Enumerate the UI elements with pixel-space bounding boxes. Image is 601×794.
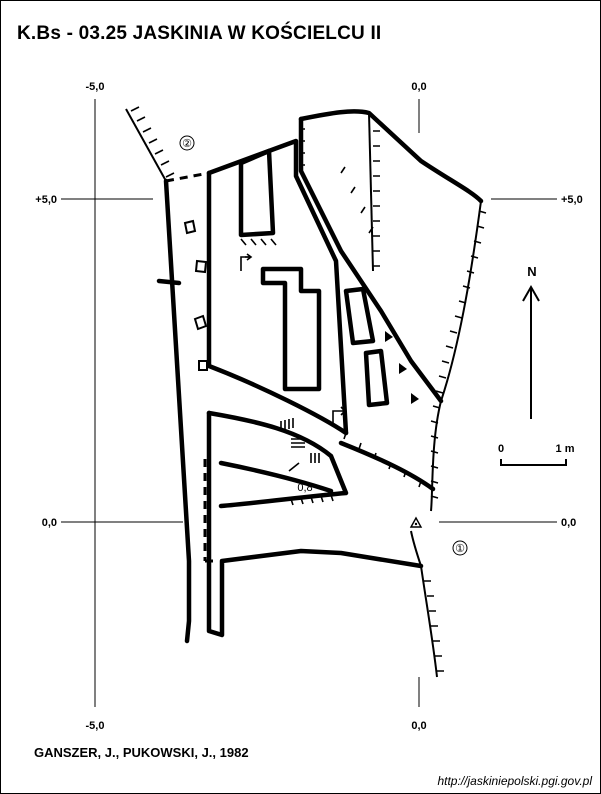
scale-zero-label: 0: [498, 443, 504, 455]
triangle-marker: [399, 363, 407, 374]
north-arrow: [522, 284, 540, 419]
pillar-block: [260, 266, 322, 392]
grid-label-y-upper-right: +5,0: [561, 194, 583, 206]
grid-label-x-right-top: 0,0: [411, 81, 426, 93]
depth-note: 0,8: [297, 482, 312, 494]
entrance-2-dashed: [165, 171, 210, 183]
entrance-1-circle: [452, 540, 468, 556]
survey-grid: [61, 99, 557, 707]
grid-label-x-left-top: -5,0: [86, 81, 105, 93]
grid-label-y-lower-left: 0,0: [42, 517, 57, 529]
entrance-2-circle: [179, 135, 195, 151]
north-room-south-wall: [206, 363, 349, 436]
depth-leader: [288, 462, 300, 472]
step-markers: [385, 331, 419, 404]
cliff-inner: [368, 112, 374, 272]
grid-label-y-lower-right: 0,0: [561, 517, 576, 529]
south-chamber-inner-wall: [206, 410, 349, 509]
cliff-southeast: [420, 565, 438, 678]
survey-arrows: [240, 253, 347, 472]
hachure-ticks: [130, 106, 487, 672]
north-passage-west-wall: [298, 116, 444, 404]
inner-ledge-line: [218, 460, 334, 494]
east-boulder-2: [363, 348, 390, 408]
cliff-nw: [125, 108, 167, 182]
passage-floor-edge: [338, 440, 436, 492]
dashed-openings: [165, 171, 213, 563]
north-label: N: [527, 264, 536, 279]
cave-walls: [156, 109, 484, 644]
boulder: [198, 360, 208, 371]
boulders: [183, 219, 208, 371]
grid-label-x-right-bottom: 0,0: [411, 720, 426, 732]
side-wall-stub: [156, 278, 182, 286]
survey-station-icon: [409, 516, 423, 528]
south-chamber-wall: [206, 410, 424, 638]
source-url: http://jaskiniepolski.pgi.gov.pl: [437, 774, 592, 788]
boulder: [193, 314, 208, 331]
entrance-2-label: ②: [182, 138, 192, 150]
north-room-east-wall: [206, 138, 349, 436]
entrance-markers: [179, 135, 468, 556]
authors-credit: GANSZER, J., PUKOWSKI, J., 1982: [34, 745, 249, 760]
east-boulder-1: [343, 286, 376, 346]
north-arrow-head: [522, 284, 540, 302]
cliff-east: [430, 200, 482, 512]
scale-bar: [500, 459, 567, 466]
north-passage-wall: [298, 109, 484, 204]
slope-symbols: [280, 418, 320, 463]
survey-station-dot: [414, 522, 418, 526]
triangle-marker: [411, 393, 419, 404]
entrance-1-label: ①: [455, 543, 465, 555]
cliff-hachures: [125, 106, 487, 678]
scale-bar-line: [500, 459, 567, 466]
boulder: [183, 219, 197, 235]
direction-arrow: [332, 406, 347, 423]
north-pillar: [238, 148, 276, 238]
grid-label-y-upper-left: +5,0: [35, 194, 57, 206]
plan-title: K.Bs - 03.25 JASKINIA W KOŚCIELCU II: [17, 23, 382, 44]
west-wall: [163, 178, 192, 644]
cliff-south-join: [410, 530, 422, 567]
triangle-marker: [385, 331, 393, 342]
scale-length-label: 1 m: [556, 443, 575, 455]
boulder: [194, 259, 208, 274]
grid-label-x-left-bottom: -5,0: [86, 720, 105, 732]
